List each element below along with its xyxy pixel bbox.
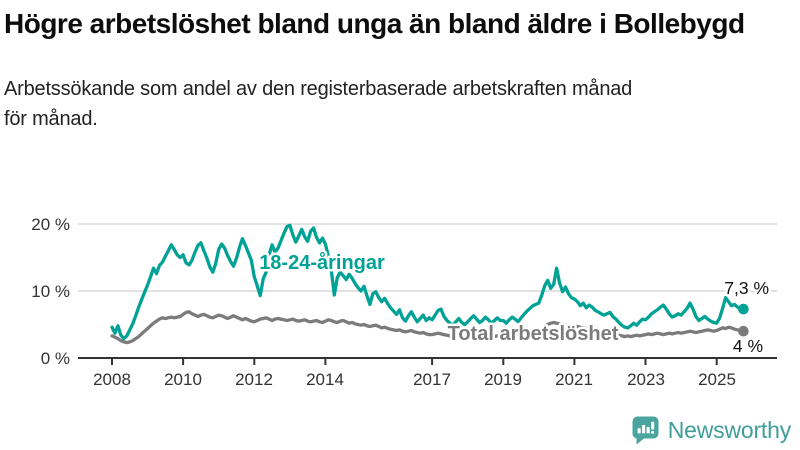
x-axis-ticks xyxy=(111,358,718,365)
x-tick-label-2014: 2014 xyxy=(306,370,344,389)
x-tick-label-2025: 2025 xyxy=(698,370,736,389)
end-value-label-total: 4 % xyxy=(733,336,763,356)
x-tick-label-2012: 2012 xyxy=(235,370,273,389)
x-tick-label-2023: 2023 xyxy=(627,370,665,389)
newsworthy-logo[interactable]: Newsworthy xyxy=(632,416,791,445)
chart-subtitle: Arbetssökande som andel av den registerb… xyxy=(4,78,633,131)
series-line-0 xyxy=(110,223,746,341)
x-tick-label-2008: 2008 xyxy=(93,370,131,389)
newsworthy-speech-bubble-bar-chart-icon xyxy=(632,416,659,445)
chart-header: Högre arbetslöshet bland unga än bland ä… xyxy=(4,0,794,134)
end-value-label-youth: 7,3 % xyxy=(724,278,769,298)
x-tick-label-2019: 2019 xyxy=(484,370,522,389)
newsworthy-brand-text: Newsworthy xyxy=(667,417,791,443)
y-tick-label-0: 0 % xyxy=(41,349,70,368)
x-tick-label-2010: 2010 xyxy=(164,370,202,389)
series-end-dot-0 xyxy=(738,303,749,315)
series-line-1 xyxy=(110,310,746,345)
y-tick-label-20: 20 % xyxy=(31,215,70,234)
series-end-dot-1 xyxy=(738,325,749,337)
series-layer xyxy=(110,223,749,345)
series-label-youth: 18-24-åringar xyxy=(259,251,385,274)
y-tick-label-10: 10 % xyxy=(31,282,70,301)
x-tick-label-2017: 2017 xyxy=(413,370,451,389)
series-label-total: Total arbetslöshet xyxy=(448,323,619,345)
chart-title: Högre arbetslöshet bland unga än bland ä… xyxy=(4,8,745,39)
x-tick-label-2021: 2021 xyxy=(555,370,593,389)
